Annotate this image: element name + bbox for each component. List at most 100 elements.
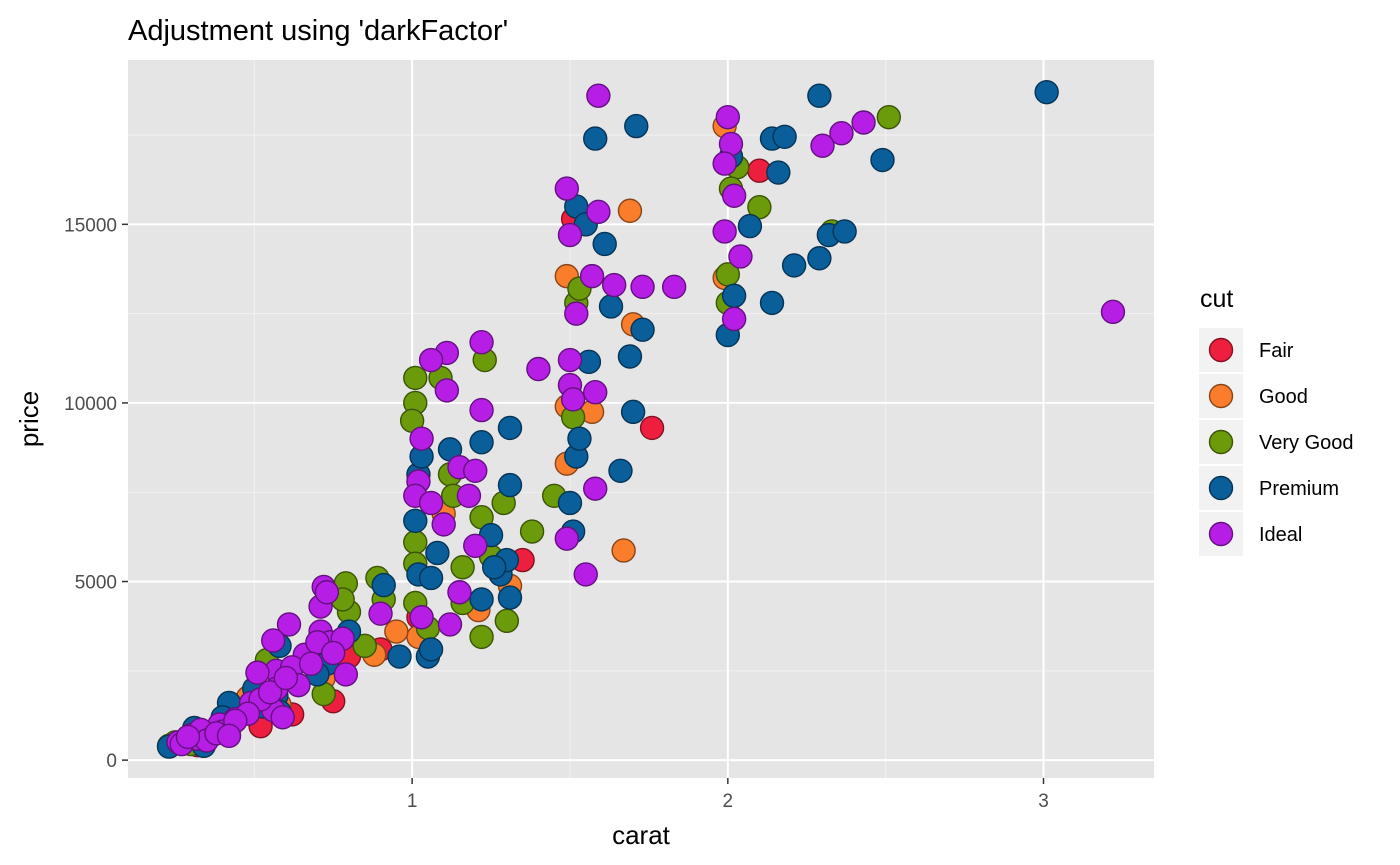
x-tick-label: 3: [1038, 791, 1049, 812]
data-point: [298, 651, 324, 676]
data-point: [579, 263, 605, 289]
data-point: [661, 274, 687, 300]
data-point: [712, 219, 737, 244]
data-point: [781, 253, 807, 278]
legend-label: Premium: [1259, 478, 1339, 500]
data-points: [156, 79, 1126, 759]
data-point: [175, 724, 201, 750]
data-point: [573, 562, 598, 587]
data-point: [554, 176, 580, 201]
data-point: [497, 585, 523, 610]
legend-item: Premium: [1199, 466, 1339, 510]
data-point: [557, 490, 583, 516]
data-point: [418, 565, 444, 591]
data-point: [434, 378, 460, 403]
data-point: [766, 160, 791, 185]
data-point: [447, 580, 472, 605]
legend-item: Good: [1199, 374, 1308, 418]
chart-title: Adjustment using 'darkFactor': [128, 15, 508, 47]
data-point: [425, 540, 450, 566]
data-point: [876, 104, 902, 130]
data-point: [737, 213, 763, 239]
data-point: [617, 344, 643, 369]
legend-key-marker: [1208, 521, 1234, 547]
data-point: [403, 530, 428, 555]
data-point: [216, 723, 242, 749]
y-tick-label: 5000: [75, 573, 117, 594]
legend: cut Fair Good Very Good Premium Ideal: [1199, 285, 1354, 556]
data-point: [592, 231, 617, 257]
data-point: [519, 519, 545, 544]
legend-item: Fair: [1199, 328, 1294, 372]
legend-title: cut: [1200, 285, 1233, 313]
legend-label: Ideal: [1259, 524, 1302, 546]
data-point: [463, 533, 488, 559]
data-point: [494, 608, 520, 634]
data-point: [418, 347, 444, 373]
data-point: [418, 490, 444, 516]
y-tick-label: 10000: [64, 394, 117, 415]
data-point: [352, 633, 377, 659]
x-axis-title: carat: [612, 820, 671, 850]
data-point: [261, 628, 286, 653]
legend-label: Fair: [1259, 340, 1294, 362]
data-point: [601, 272, 627, 298]
legend-label: Very Good: [1259, 432, 1354, 454]
data-point: [431, 512, 456, 537]
data-point: [409, 605, 434, 630]
data-point: [583, 380, 608, 405]
legend-key-marker: [1208, 337, 1234, 363]
data-point: [630, 317, 655, 342]
x-tick-label: 1: [407, 791, 418, 812]
data-point: [557, 222, 583, 248]
data-point: [276, 612, 302, 637]
data-point: [772, 124, 797, 150]
data-point: [586, 199, 611, 225]
data-point: [314, 580, 340, 605]
legend-item: Very Good: [1199, 420, 1354, 464]
data-point: [437, 612, 463, 637]
data-point: [469, 430, 494, 455]
data-point: [639, 415, 665, 441]
legend-items: Fair Good Very Good Premium Ideal: [1199, 328, 1354, 556]
data-point: [583, 476, 608, 501]
legend-item: Ideal: [1199, 512, 1302, 556]
data-point: [469, 587, 494, 612]
x-tick-label: 2: [723, 791, 734, 812]
plot-panel: [128, 60, 1154, 778]
legend-key-marker: [1208, 383, 1234, 409]
data-point: [721, 183, 747, 208]
data-point: [564, 301, 589, 326]
data-point: [321, 640, 346, 666]
data-point: [403, 508, 428, 534]
legend-key-marker: [1208, 429, 1234, 455]
data-point: [469, 624, 494, 650]
data-point: [759, 290, 785, 316]
y-tick-label: 15000: [64, 215, 117, 236]
data-point: [257, 680, 283, 705]
data-point: [526, 356, 551, 382]
data-point: [333, 662, 359, 687]
data-point: [384, 619, 409, 644]
data-point: [557, 347, 583, 373]
data-point: [807, 83, 832, 108]
data-point: [456, 483, 482, 509]
series-ideal: [166, 83, 1126, 757]
data-point: [450, 555, 475, 580]
data-point: [418, 637, 444, 662]
data-point: [611, 538, 636, 563]
axes: 1 2 3 0 5000 10000 15000: [64, 215, 1049, 812]
data-point: [807, 246, 832, 271]
data-point: [630, 274, 655, 300]
data-point: [832, 219, 857, 244]
data-point: [1034, 79, 1059, 105]
data-point: [245, 660, 270, 685]
data-point: [870, 147, 895, 173]
data-point: [617, 198, 643, 223]
y-axis-title: price: [14, 391, 44, 447]
data-point: [598, 294, 624, 319]
y-tick-label: 0: [106, 751, 117, 772]
data-point: [482, 555, 507, 580]
data-point: [586, 83, 611, 108]
